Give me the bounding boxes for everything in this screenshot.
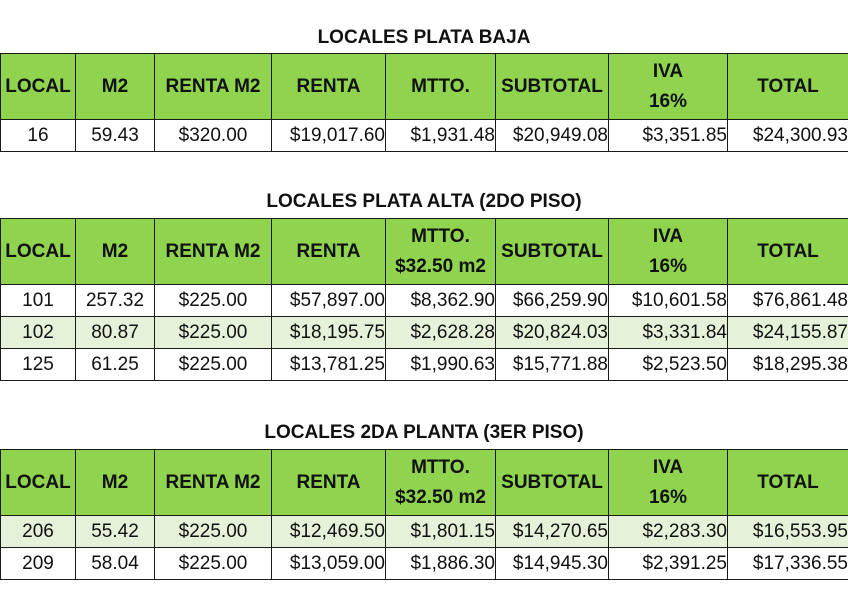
section-title-plata-baja: LOCALES PLATA BAJA	[317, 27, 531, 48]
header-subtotal: SUBTOTAL	[495, 53, 609, 120]
cell-total: $24,300.93	[727, 119, 848, 152]
header-total: TOTAL	[727, 218, 848, 285]
cell-renta: $13,781.25	[271, 348, 386, 381]
cell-iva: $10,601.58	[608, 284, 728, 317]
cell-mtto: $1,886.30	[385, 547, 496, 580]
table-plata-alta: LOCAL M2 RENTA M2 RENTA MTTO. $32.50 m2 S…	[0, 218, 848, 381]
header-renta: RENTA	[271, 53, 386, 120]
cell-mtto: $8,362.90	[385, 284, 496, 317]
header-local: LOCAL	[0, 53, 76, 120]
cell-total: $24,155.87	[727, 316, 848, 349]
header-renta-m2: RENTA M2	[154, 218, 272, 285]
header-renta-m2: RENTA M2	[154, 449, 272, 516]
header-local: LOCAL	[0, 218, 76, 285]
table-plata-baja: LOCAL M2 RENTA M2 RENTA MTTO. SUBTOTAL I…	[0, 53, 848, 152]
header-mtto-line2: $32.50 m2	[395, 255, 486, 277]
table-row: 102 80.87 $225.00 $18,195.75 $2,628.28 $…	[0, 316, 848, 349]
cell-local: 16	[0, 119, 76, 152]
header-m2: M2	[75, 449, 155, 516]
cell-iva: $3,351.85	[608, 119, 728, 152]
cell-subtotal: $20,949.08	[495, 119, 609, 152]
header-iva: IVA 16%	[608, 53, 728, 120]
header-iva-line2: 16%	[648, 255, 688, 277]
header-total: TOTAL	[727, 53, 848, 120]
header-row: LOCAL M2 RENTA M2 RENTA MTTO. $32.50 m2 S…	[0, 218, 848, 285]
cell-renta: $12,469.50	[271, 515, 386, 548]
cell-m2: 257.32	[75, 284, 155, 317]
header-mtto-line1: MTTO.	[411, 456, 470, 478]
section-title-plata-alta: LOCALES PLATA ALTA (2DO PISO)	[266, 191, 582, 212]
header-iva: IVA 16%	[608, 449, 728, 516]
header-mtto: MTTO.	[385, 53, 496, 120]
cell-mtto: $1,801.15	[385, 515, 496, 548]
cell-total: $16,553.95	[727, 515, 848, 548]
header-iva-line1: IVA	[652, 60, 684, 82]
table-row: 16 59.43 $320.00 $19,017.60 $1,931.48 $2…	[0, 119, 848, 152]
header-total: TOTAL	[727, 449, 848, 516]
cell-mtto: $1,931.48	[385, 119, 496, 152]
cell-subtotal: $14,270.65	[495, 515, 609, 548]
cell-renta-m2: $225.00	[154, 284, 272, 317]
header-mtto-line1: MTTO.	[411, 75, 470, 97]
cell-iva: $2,283.30	[608, 515, 728, 548]
cell-renta: $57,897.00	[271, 284, 386, 317]
cell-m2: 58.04	[75, 547, 155, 580]
table-row: 125 61.25 $225.00 $13,781.25 $1,990.63 $…	[0, 348, 848, 381]
table-row: 206 55.42 $225.00 $12,469.50 $1,801.15 $…	[0, 515, 848, 548]
header-renta-m2: RENTA M2	[154, 53, 272, 120]
cell-local: 209	[0, 547, 76, 580]
cell-renta-m2: $320.00	[154, 119, 272, 152]
header-local: LOCAL	[0, 449, 76, 516]
cell-local: 101	[0, 284, 76, 317]
cell-subtotal: $15,771.88	[495, 348, 609, 381]
header-iva-line2: 16%	[648, 90, 688, 112]
header-mtto: MTTO. $32.50 m2	[385, 218, 496, 285]
cell-renta: $18,195.75	[271, 316, 386, 349]
cell-subtotal: $14,945.30	[495, 547, 609, 580]
header-iva-line2: 16%	[648, 486, 688, 508]
cell-mtto: $1,990.63	[385, 348, 496, 381]
cell-renta-m2: $225.00	[154, 515, 272, 548]
cell-renta-m2: $225.00	[154, 316, 272, 349]
cell-total: $76,861.48	[727, 284, 848, 317]
cell-renta-m2: $225.00	[154, 348, 272, 381]
header-row: LOCAL M2 RENTA M2 RENTA MTTO. SUBTOTAL I…	[0, 53, 848, 120]
cell-total: $18,295.38	[727, 348, 848, 381]
cell-renta-m2: $225.00	[154, 547, 272, 580]
cell-subtotal: $20,824.03	[495, 316, 609, 349]
table-row: 209 58.04 $225.00 $13,059.00 $1,886.30 $…	[0, 547, 848, 580]
header-renta: RENTA	[271, 449, 386, 516]
cell-m2: 59.43	[75, 119, 155, 152]
header-subtotal: SUBTOTAL	[495, 449, 609, 516]
table-row: 101 257.32 $225.00 $57,897.00 $8,362.90 …	[0, 284, 848, 317]
header-subtotal: SUBTOTAL	[495, 218, 609, 285]
cell-iva: $2,523.50	[608, 348, 728, 381]
cell-iva: $2,391.25	[608, 547, 728, 580]
cell-m2: 55.42	[75, 515, 155, 548]
table-2da-planta: LOCAL M2 RENTA M2 RENTA MTTO. $32.50 m2 S…	[0, 449, 848, 580]
cell-local: 102	[0, 316, 76, 349]
cell-subtotal: $66,259.90	[495, 284, 609, 317]
header-mtto-line2: $32.50 m2	[395, 486, 486, 508]
header-row: LOCAL M2 RENTA M2 RENTA MTTO. $32.50 m2 S…	[0, 449, 848, 516]
header-iva: IVA 16%	[608, 218, 728, 285]
header-iva-line1: IVA	[652, 225, 684, 247]
cell-mtto: $2,628.28	[385, 316, 496, 349]
cell-total: $17,336.55	[727, 547, 848, 580]
section-title-2da-planta: LOCALES 2DA PLANTA (3ER PISO)	[264, 422, 584, 443]
cell-m2: 80.87	[75, 316, 155, 349]
cell-renta: $19,017.60	[271, 119, 386, 152]
header-iva-line1: IVA	[652, 456, 684, 478]
header-mtto-line1: MTTO.	[411, 225, 470, 247]
header-renta: RENTA	[271, 218, 386, 285]
cell-m2: 61.25	[75, 348, 155, 381]
header-mtto: MTTO. $32.50 m2	[385, 449, 496, 516]
header-m2: M2	[75, 218, 155, 285]
header-m2: M2	[75, 53, 155, 120]
cell-renta: $13,059.00	[271, 547, 386, 580]
cell-local: 125	[0, 348, 76, 381]
cell-local: 206	[0, 515, 76, 548]
cell-iva: $3,331.84	[608, 316, 728, 349]
